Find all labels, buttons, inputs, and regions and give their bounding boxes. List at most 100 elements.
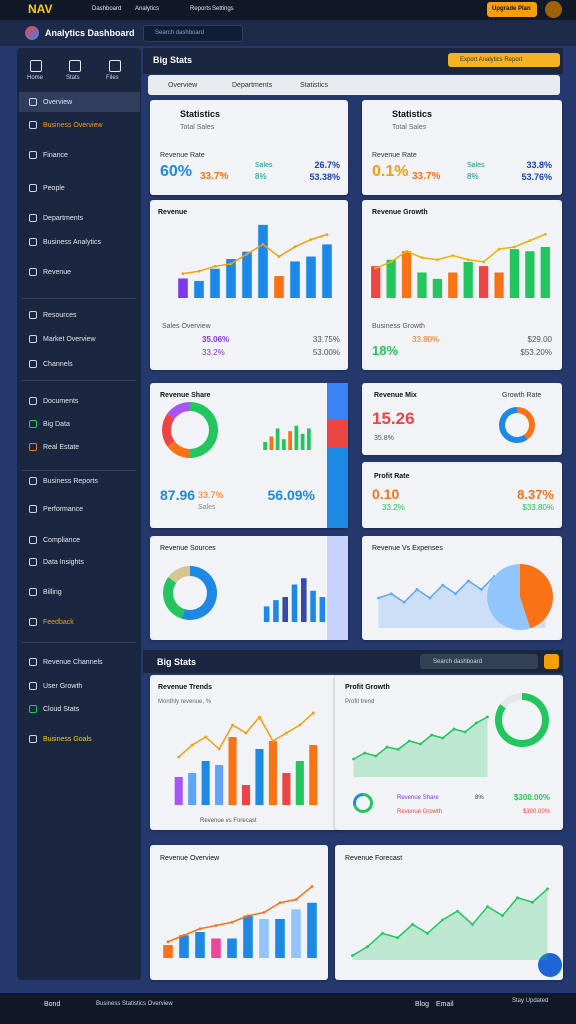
panel-text: 53.38% — [309, 171, 340, 182]
point — [531, 900, 534, 904]
sidebar-item[interactable]: Resources — [43, 311, 77, 319]
sidebar-item[interactable]: Revenue Channels — [43, 658, 103, 666]
sidebar-icon — [29, 558, 37, 566]
point — [377, 596, 380, 600]
shortcut-icon[interactable] — [69, 60, 81, 72]
search-placeholder[interactable]: Search dashboard — [155, 30, 205, 36]
panel-text: 15.26 — [372, 408, 415, 428]
point — [396, 748, 400, 751]
fab[interactable] — [538, 953, 562, 977]
sidebar-icon — [29, 360, 37, 368]
tab[interactable]: Overview — [168, 81, 198, 89]
sidebar-icon — [29, 536, 37, 544]
upgrade-button[interactable] — [487, 2, 537, 17]
point — [452, 727, 456, 731]
point — [430, 733, 434, 737]
panel-text: 35.8% — [374, 434, 394, 442]
sidebar-item[interactable]: Documents — [43, 397, 79, 405]
panel-text: Revenue — [158, 208, 188, 216]
sidebar-item[interactable]: Departments — [43, 214, 84, 222]
panel — [335, 675, 563, 830]
point — [528, 239, 532, 243]
sidebar-item[interactable]: Overview — [43, 98, 73, 106]
panel-text: 87.96 — [160, 487, 196, 503]
bar — [463, 261, 473, 298]
footer-link[interactable]: Stay Updated — [512, 998, 549, 1004]
shortcut-label[interactable]: Home — [27, 75, 44, 81]
shortcut-icon[interactable] — [30, 60, 42, 72]
sidebar-item[interactable]: Data Insights — [43, 558, 84, 566]
sidebar-item[interactable]: Business Reports — [43, 477, 98, 485]
sidebar-item[interactable]: People — [43, 184, 65, 192]
menu-item[interactable]: Reports — [190, 6, 212, 12]
sidebar-item[interactable]: Revenue — [43, 268, 72, 276]
sidebar-item[interactable]: Business Overview — [43, 121, 103, 129]
tab[interactable]: Statistics — [300, 81, 329, 89]
point — [426, 931, 429, 935]
sidebar-icon — [29, 658, 37, 666]
sidebar-item[interactable]: Big Data — [43, 420, 70, 428]
point — [389, 260, 393, 264]
point — [352, 757, 355, 761]
panel-text: 8% — [467, 172, 479, 181]
panel-text: Revenue Trends — [158, 683, 213, 691]
bar — [179, 935, 189, 958]
sidebar-item[interactable]: Finance — [43, 151, 68, 159]
sidebar-icon — [29, 420, 37, 428]
bar — [432, 278, 442, 298]
bar — [201, 761, 210, 805]
shortcut-label[interactable]: Stats — [66, 75, 80, 81]
point — [294, 898, 298, 901]
bar — [243, 915, 253, 958]
export-label[interactable]: Export Analytics Report — [460, 57, 523, 63]
export-button[interactable] — [448, 53, 560, 67]
bar — [282, 597, 288, 622]
tab[interactable]: Departments — [232, 81, 273, 89]
donut-slice — [520, 564, 553, 629]
point — [177, 755, 181, 759]
section2-search-text[interactable]: Search dashboard — [433, 659, 483, 665]
point — [474, 721, 478, 725]
panel-text: $33.80% — [522, 503, 554, 512]
sidebar-item[interactable]: Feedback — [43, 618, 74, 626]
point — [311, 711, 315, 715]
footer-link: Bond — [44, 1000, 61, 1008]
search-box[interactable] — [143, 25, 243, 42]
menu-item[interactable]: Analytics — [135, 6, 160, 12]
sidebar-item[interactable]: Business Goals — [43, 735, 92, 743]
sidebar-icon — [29, 184, 37, 192]
panel-text: Profit Growth — [345, 683, 390, 691]
section2-button[interactable] — [544, 654, 559, 669]
sidebar-item[interactable]: Billing — [43, 588, 62, 596]
panel-text: 35.06% — [202, 335, 230, 344]
section2-title: Big Stats — [157, 656, 197, 667]
sidebar-item[interactable]: User Growth — [43, 682, 83, 690]
shortcut-icon[interactable] — [109, 60, 121, 72]
sidebar-item[interactable]: Market Overview — [43, 335, 96, 343]
point — [471, 923, 474, 926]
footer-link[interactable]: Email — [436, 1000, 454, 1008]
point — [229, 262, 233, 266]
point — [396, 936, 399, 940]
section2-search[interactable] — [420, 654, 538, 669]
point — [435, 258, 439, 262]
upgrade-label[interactable]: Upgrade Plan — [492, 6, 531, 12]
panel-text: Sales — [198, 503, 216, 511]
shortcut-label[interactable]: Files — [106, 75, 119, 81]
sidebar-icon — [29, 588, 37, 596]
footer-link[interactable]: Blog — [415, 1000, 430, 1008]
sidebar-item[interactable]: Cloud Stats — [43, 705, 80, 713]
sidebar-item[interactable]: Business Analytics — [43, 238, 101, 246]
panel-text: Sales Overview — [162, 322, 211, 330]
bar — [282, 439, 286, 450]
panel-text: $29.00 — [527, 335, 552, 344]
sidebar-item[interactable]: Channels — [43, 360, 73, 368]
sidebar-item[interactable]: Real Estate — [43, 443, 80, 451]
point — [463, 730, 467, 734]
sidebar-item[interactable]: Compliance — [43, 536, 80, 544]
sidebar-item[interactable]: Performance — [43, 505, 84, 513]
panel-text: Revenue vs Forecast — [200, 818, 257, 824]
panel-text: Revenue Forecast — [345, 854, 403, 862]
menu-item[interactable]: Dashboard — [92, 6, 122, 12]
menu-item[interactable]: Settings — [212, 6, 234, 12]
